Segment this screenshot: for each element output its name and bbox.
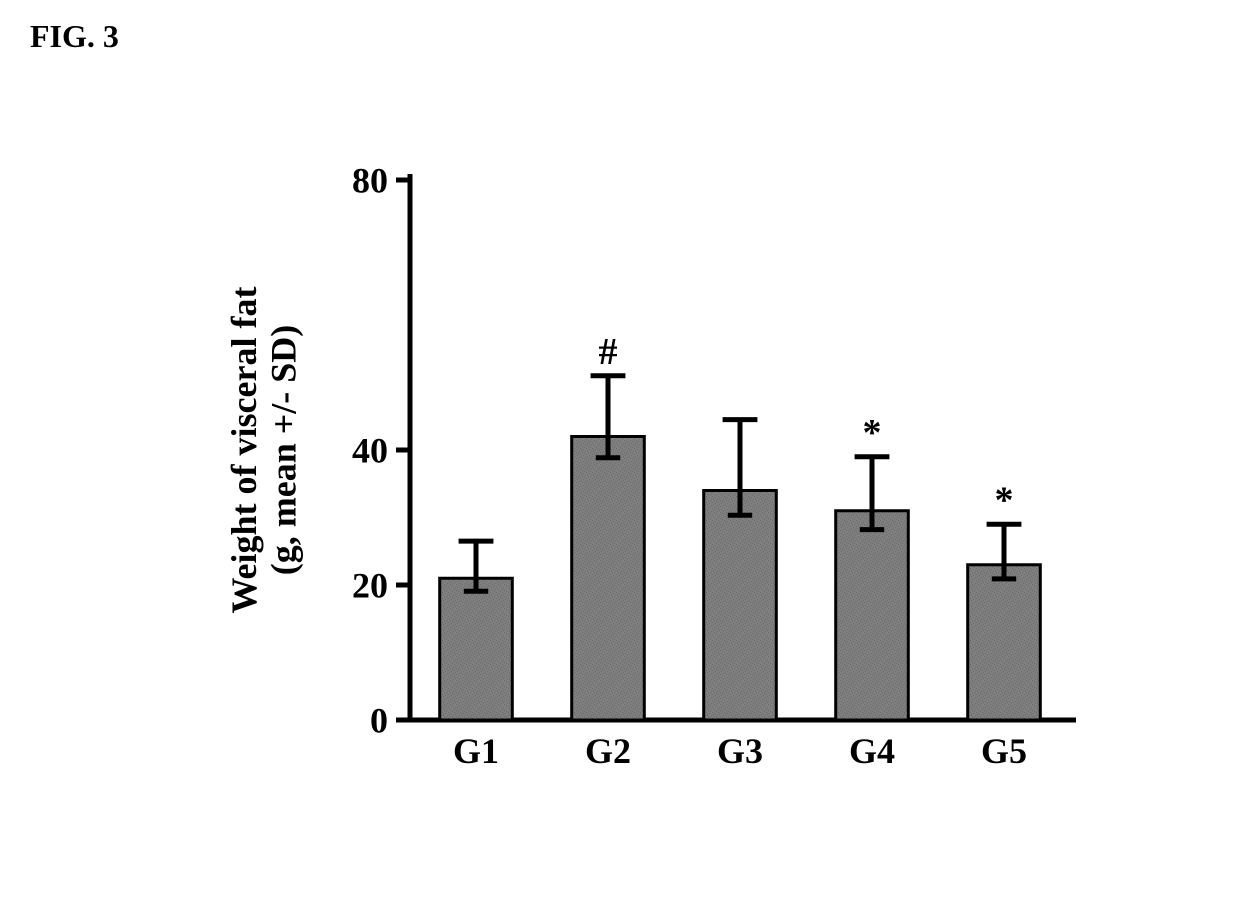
category-label: G3 — [717, 731, 763, 771]
y-tick-label: 80 — [352, 161, 388, 201]
bar — [440, 578, 513, 720]
y-tick-label: 40 — [352, 431, 388, 471]
y-axis-label-line2: (g, mean +/- SD) — [264, 325, 304, 576]
category-label: G4 — [849, 731, 895, 771]
significance-marker: * — [995, 479, 1014, 521]
visceral-fat-bar-chart: 0 20 40 80 Weight of visceral fat(g, mean +/… — [200, 150, 1100, 830]
y-tick-label: 0 — [370, 701, 388, 741]
category-label: G5 — [981, 731, 1027, 771]
bar — [968, 565, 1041, 720]
significance-marker: * — [863, 412, 882, 454]
bar — [836, 511, 909, 720]
bar — [704, 491, 777, 721]
category-label: G2 — [585, 731, 631, 771]
chart-svg: 0 20 40 80 Weight of visceral fat(g, mean +/… — [200, 150, 1100, 830]
category-label: G1 — [453, 731, 499, 771]
significance-marker: # — [599, 331, 618, 373]
bar — [572, 437, 645, 721]
figure-label: FIG. 3 — [30, 18, 119, 55]
y-tick-label: 20 — [352, 566, 388, 606]
y-axis-label-line1: Weight of visceral fat — [224, 287, 264, 614]
